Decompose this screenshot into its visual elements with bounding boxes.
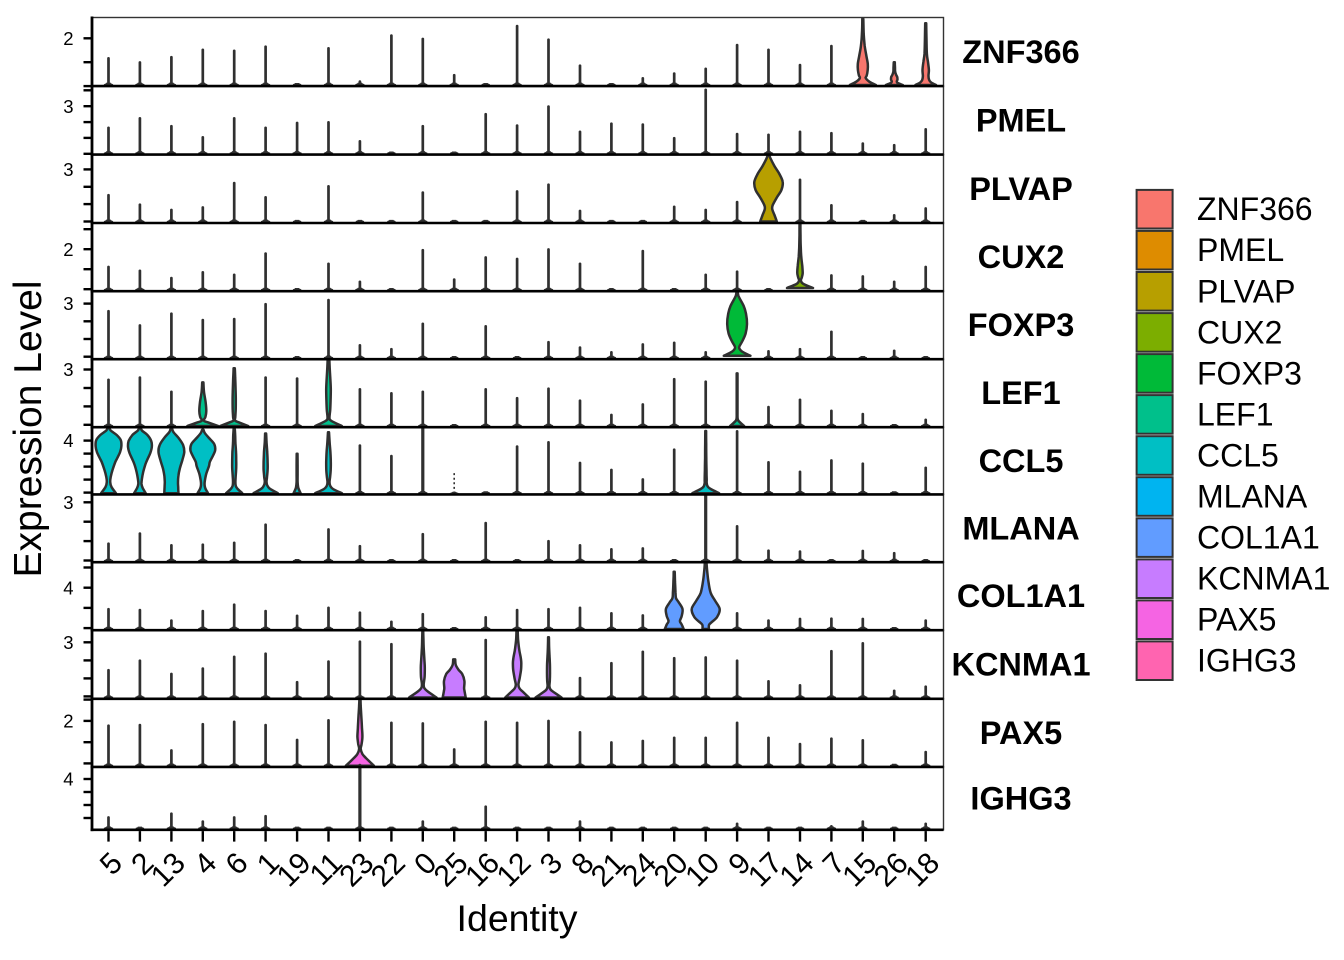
svg-text:MLANA: MLANA <box>1197 479 1308 515</box>
svg-text:CUX2: CUX2 <box>978 239 1065 275</box>
svg-text:3: 3 <box>63 159 73 180</box>
svg-text:LEF1: LEF1 <box>1197 396 1273 432</box>
svg-text:4: 4 <box>63 769 73 790</box>
svg-text:2: 2 <box>63 28 73 49</box>
svg-text:Identity: Identity <box>457 897 578 939</box>
svg-text:COL1A1: COL1A1 <box>1197 520 1320 556</box>
svg-text:2: 2 <box>63 711 73 732</box>
svg-text:PLVAP: PLVAP <box>1197 273 1295 309</box>
svg-text:CCL5: CCL5 <box>979 443 1064 479</box>
svg-text:Expression Level: Expression Level <box>7 281 50 578</box>
svg-text:3: 3 <box>63 359 73 380</box>
svg-text:CCL5: CCL5 <box>1197 438 1279 474</box>
svg-text:COL1A1: COL1A1 <box>957 578 1085 614</box>
svg-text:KCNMA1: KCNMA1 <box>1197 561 1330 597</box>
svg-text:KCNMA1: KCNMA1 <box>951 647 1090 683</box>
svg-text:3: 3 <box>63 293 73 314</box>
svg-text:2: 2 <box>63 239 73 260</box>
svg-text:FOXP3: FOXP3 <box>1197 355 1302 391</box>
svg-text:IGHG3: IGHG3 <box>1197 643 1297 679</box>
svg-text:3: 3 <box>63 632 73 653</box>
svg-text:FOXP3: FOXP3 <box>968 307 1075 343</box>
svg-text:MLANA: MLANA <box>962 510 1079 546</box>
svg-text:PAX5: PAX5 <box>980 715 1063 751</box>
svg-text:4: 4 <box>63 577 73 598</box>
svg-text:ZNF366: ZNF366 <box>1197 191 1313 227</box>
svg-text:PMEL: PMEL <box>1197 232 1284 268</box>
svg-text:CUX2: CUX2 <box>1197 314 1282 350</box>
svg-text:PLVAP: PLVAP <box>969 171 1073 207</box>
svg-text:3: 3 <box>63 96 73 117</box>
svg-text:PAX5: PAX5 <box>1197 602 1276 638</box>
svg-text:PMEL: PMEL <box>976 102 1066 138</box>
svg-text:LEF1: LEF1 <box>981 375 1060 411</box>
svg-text:3: 3 <box>63 492 73 513</box>
svg-text:IGHG3: IGHG3 <box>970 780 1071 816</box>
svg-text:4: 4 <box>63 430 73 451</box>
svg-text:ZNF366: ZNF366 <box>962 34 1079 70</box>
